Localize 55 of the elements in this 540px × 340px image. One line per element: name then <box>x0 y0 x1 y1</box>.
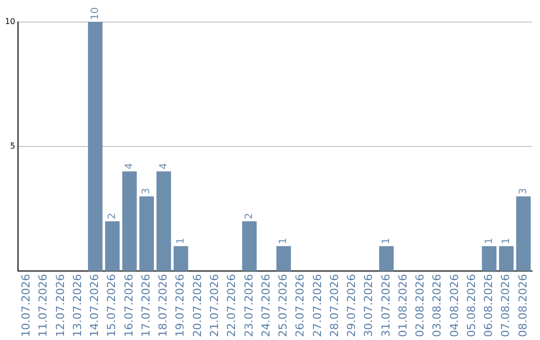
bar <box>139 196 154 272</box>
data-label: 10 <box>90 7 101 20</box>
x-tick-label: 01.08.2026 <box>396 274 410 338</box>
x-tick-label: 15.07.2026 <box>105 274 118 338</box>
x-tick-label: 04.08.2026 <box>448 274 461 338</box>
bar <box>276 246 291 272</box>
bar <box>499 246 514 272</box>
x-tick-label: 30.07.2026 <box>362 274 376 338</box>
x-tick-label: 08.08.2026 <box>516 274 530 338</box>
bar <box>122 171 137 272</box>
x-tick-label: 16.07.2026 <box>122 274 136 338</box>
x-tick-label: 28.07.2026 <box>328 274 341 338</box>
x-tick-label: 21.07.2026 <box>208 274 222 338</box>
x-tick-label: 10.07.2026 <box>20 274 33 338</box>
data-label: 1 <box>484 238 495 244</box>
x-tick-label: 26.07.2026 <box>294 274 307 338</box>
x-tick-label: 31.07.2026 <box>379 274 392 338</box>
x-tick-label: 27.07.2026 <box>310 274 324 338</box>
x-tick-label: 29.07.2026 <box>345 274 358 338</box>
x-tick-label: 20.07.2026 <box>190 274 204 338</box>
bar <box>379 246 394 272</box>
data-label: 4 <box>158 163 170 170</box>
x-tick-label: 02.08.2026 <box>414 274 427 338</box>
data-label: 1 <box>175 238 186 244</box>
x-tick-label: 07.08.2026 <box>499 274 512 338</box>
x-tick-label: 06.08.2026 <box>482 274 496 338</box>
bar <box>156 171 172 272</box>
data-label: 1 <box>278 238 290 244</box>
bar <box>174 246 188 272</box>
bar <box>105 221 120 272</box>
data-label: 3 <box>141 188 152 194</box>
bar <box>88 22 103 272</box>
data-label: 1 <box>381 238 392 244</box>
x-tick-label: 23.07.2026 <box>242 274 256 338</box>
x-tick-label: 03.08.2026 <box>430 274 444 338</box>
y-tick-label: 5 <box>10 142 16 151</box>
data-label: 2 <box>244 212 255 220</box>
x-tick-label: 18.07.2026 <box>156 274 170 338</box>
data-label: 4 <box>124 163 136 170</box>
x-tick-label: 25.07.2026 <box>276 274 290 338</box>
x-tick-label: 19.07.2026 <box>174 274 187 338</box>
x-tick-label: 17.07.2026 <box>139 274 152 338</box>
bar <box>516 196 531 272</box>
data-label: 1 <box>500 238 512 244</box>
x-tick-label: 11.07.2026 <box>36 274 50 338</box>
x-tick-label: 14.07.2026 <box>88 274 102 338</box>
x-tick-label: 24.07.2026 <box>259 274 272 338</box>
x-tick-label: 12.07.2026 <box>54 274 67 338</box>
data-label: 2 <box>106 212 118 220</box>
bar <box>242 221 257 272</box>
data-label: 3 <box>518 188 530 194</box>
x-tick-label: 13.07.2026 <box>70 274 84 338</box>
x-tick-label: 22.07.2026 <box>225 274 238 338</box>
x-tick-label: 05.08.2026 <box>464 274 478 338</box>
bar <box>482 246 496 272</box>
